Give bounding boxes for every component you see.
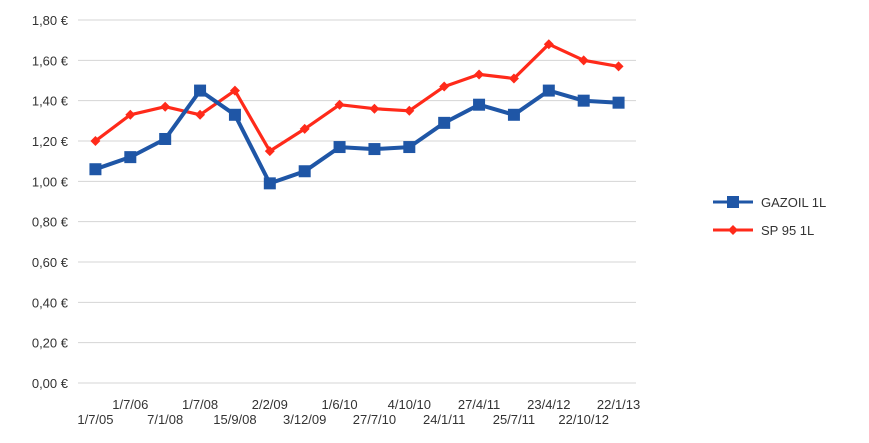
series-line-gazoil bbox=[94, 88, 619, 186]
data-point-gazoil bbox=[333, 141, 346, 154]
x-tick-label: 7/1/08 bbox=[147, 412, 183, 427]
x-tick-label: 22/1/13 bbox=[597, 397, 640, 412]
data-point-sp95 bbox=[229, 85, 240, 96]
data-point-gazoil bbox=[507, 108, 520, 121]
y-axis: 0,00 € 0,20 € 0,40 € 0,60 € 0,80 € 1,00 € 1,20… bbox=[32, 13, 69, 391]
data-point-sp95 bbox=[299, 123, 310, 134]
y-tick-label: 0,00 € bbox=[32, 376, 69, 391]
y-tick-label: 1,40 € bbox=[32, 94, 69, 109]
data-point-gazoil bbox=[403, 141, 416, 154]
x-tick-label: 22/10/12 bbox=[558, 412, 609, 427]
x-tick-label: 3/12/09 bbox=[283, 412, 326, 427]
data-point-sp95 bbox=[578, 55, 589, 66]
data-point-sp95 bbox=[404, 105, 415, 116]
legend-marker bbox=[728, 225, 738, 235]
x-tick-label: 24/1/11 bbox=[423, 412, 465, 427]
data-point-gazoil bbox=[194, 84, 207, 97]
data-point-gazoil bbox=[577, 94, 590, 107]
data-point-gazoil bbox=[89, 163, 102, 176]
x-axis: 1/7/051/7/067/1/081/7/0815/9/082/2/093/1… bbox=[77, 397, 640, 427]
legend-label: GAZOIL 1L bbox=[761, 195, 826, 210]
data-point-sp95 bbox=[508, 73, 519, 84]
y-tick-label: 0,20 € bbox=[32, 336, 69, 351]
data-point-gazoil bbox=[298, 165, 311, 178]
y-tick-label: 0,60 € bbox=[32, 255, 69, 270]
x-tick-label: 15/9/08 bbox=[213, 412, 256, 427]
data-point-sp95 bbox=[264, 146, 275, 157]
data-point-sp95 bbox=[160, 101, 171, 112]
y-tick-label: 1,00 € bbox=[32, 174, 69, 189]
data-point-sp95 bbox=[334, 99, 345, 110]
x-tick-label: 27/4/11 bbox=[458, 397, 500, 412]
series-line-sp95 bbox=[94, 42, 619, 153]
x-tick-label: 1/7/06 bbox=[112, 397, 148, 412]
data-point-gazoil bbox=[438, 116, 451, 129]
x-tick-label: 4/10/10 bbox=[388, 397, 431, 412]
grid-lines bbox=[78, 19, 636, 384]
legend-marker bbox=[727, 196, 739, 208]
data-point-sp95 bbox=[613, 61, 624, 72]
x-tick-label: 25/7/11 bbox=[493, 412, 535, 427]
x-tick-label: 1/7/05 bbox=[77, 412, 113, 427]
data-point-sp95 bbox=[474, 69, 485, 80]
legend-label: SP 95 1L bbox=[761, 223, 814, 238]
data-point-gazoil bbox=[612, 96, 625, 109]
series-group bbox=[89, 39, 625, 190]
legend: GAZOIL 1L SP 95 1L bbox=[713, 195, 826, 238]
data-point-gazoil bbox=[263, 177, 276, 190]
x-tick-label: 1/7/08 bbox=[182, 397, 218, 412]
y-tick-label: 1,80 € bbox=[32, 13, 69, 28]
y-tick-label: 0,80 € bbox=[32, 215, 69, 230]
x-tick-label: 2/2/09 bbox=[252, 397, 288, 412]
x-tick-label: 27/7/10 bbox=[353, 412, 396, 427]
data-point-sp95 bbox=[90, 136, 101, 146]
x-tick-label: 23/4/12 bbox=[527, 397, 570, 412]
y-tick-label: 1,20 € bbox=[32, 134, 69, 149]
y-tick-label: 1,60 € bbox=[32, 53, 69, 68]
data-point-sp95 bbox=[543, 39, 554, 50]
data-point-gazoil bbox=[159, 132, 172, 145]
data-point-gazoil bbox=[124, 151, 137, 164]
x-tick-label: 1/6/10 bbox=[321, 397, 357, 412]
data-point-sp95 bbox=[369, 103, 380, 114]
data-point-sp95 bbox=[125, 109, 136, 120]
data-point-gazoil bbox=[542, 84, 555, 97]
data-point-gazoil bbox=[473, 98, 486, 111]
data-point-gazoil bbox=[228, 108, 241, 121]
data-point-gazoil bbox=[368, 143, 381, 156]
data-point-sp95 bbox=[195, 109, 206, 120]
y-tick-label: 0,40 € bbox=[32, 295, 69, 310]
data-point-sp95 bbox=[439, 81, 450, 92]
